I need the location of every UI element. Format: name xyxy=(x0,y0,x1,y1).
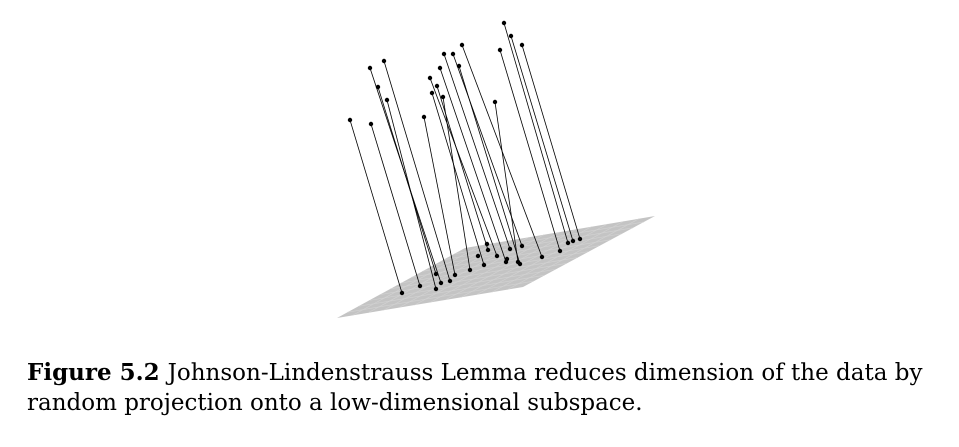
projected-point xyxy=(467,267,473,273)
projected-point xyxy=(481,262,487,268)
projected-point xyxy=(539,254,545,260)
projected-point xyxy=(519,243,525,249)
grid-line xyxy=(454,221,645,255)
data-points xyxy=(347,20,583,296)
projected-point xyxy=(494,253,500,259)
projection-line xyxy=(499,49,561,252)
original-point xyxy=(437,65,443,71)
original-point xyxy=(429,90,435,96)
original-point xyxy=(367,65,373,71)
original-point xyxy=(427,75,433,81)
projection-line xyxy=(494,101,519,263)
plane-grid xyxy=(347,218,645,316)
original-point xyxy=(497,47,503,53)
projection-line xyxy=(439,67,507,263)
projection-line xyxy=(431,92,485,266)
caption-text: Johnson-Lindenstrauss Lemma reduces dime… xyxy=(27,360,923,416)
original-point xyxy=(440,94,446,100)
original-point xyxy=(459,42,465,48)
original-point xyxy=(450,51,456,57)
projection-line xyxy=(443,53,511,250)
projection-line xyxy=(370,123,421,287)
projection-line xyxy=(386,99,437,290)
original-point xyxy=(456,63,462,69)
projection-illustration xyxy=(337,20,655,318)
projected-point xyxy=(577,236,583,242)
projection-line xyxy=(458,65,521,265)
original-point xyxy=(375,84,381,90)
original-point xyxy=(519,42,525,48)
projected-point xyxy=(433,271,439,277)
original-point xyxy=(368,121,374,127)
projection-line xyxy=(349,119,403,294)
projected-point xyxy=(475,253,481,259)
original-point xyxy=(347,117,353,123)
projection-line xyxy=(442,96,471,271)
projected-point xyxy=(507,246,513,252)
grid-line xyxy=(443,227,634,260)
original-point xyxy=(384,97,390,103)
projection-line xyxy=(377,86,437,275)
projection-line xyxy=(510,35,574,242)
projected-point xyxy=(504,256,510,262)
projected-point xyxy=(570,238,576,244)
original-point xyxy=(421,114,427,120)
projection-line xyxy=(423,116,456,276)
original-point xyxy=(508,33,514,39)
projected-point xyxy=(557,248,563,254)
original-point xyxy=(434,83,440,89)
grid-line xyxy=(507,218,640,290)
projected-point xyxy=(515,259,521,265)
projection-lines xyxy=(349,22,581,294)
projected-point xyxy=(485,247,491,253)
projection-line xyxy=(452,53,523,247)
figure-label: Figure 5.2 xyxy=(27,359,160,386)
projection-line xyxy=(436,85,489,251)
original-point xyxy=(492,99,498,105)
projected-point xyxy=(565,240,571,246)
projection-line xyxy=(503,22,569,244)
projected-point xyxy=(447,278,453,284)
projection-line xyxy=(383,60,451,282)
projected-point xyxy=(438,280,444,286)
projection-line xyxy=(429,77,498,257)
projected-point xyxy=(399,290,405,296)
original-point xyxy=(381,58,387,64)
projected-point xyxy=(484,241,490,247)
projected-point xyxy=(452,272,458,278)
projected-point xyxy=(417,283,423,289)
projected-point xyxy=(433,286,439,292)
figure-caption: Figure 5.2 Johnson-Lindenstrauss Lemma re… xyxy=(27,358,947,418)
projection-line xyxy=(521,44,581,240)
original-point xyxy=(501,20,507,26)
original-point xyxy=(441,51,447,57)
